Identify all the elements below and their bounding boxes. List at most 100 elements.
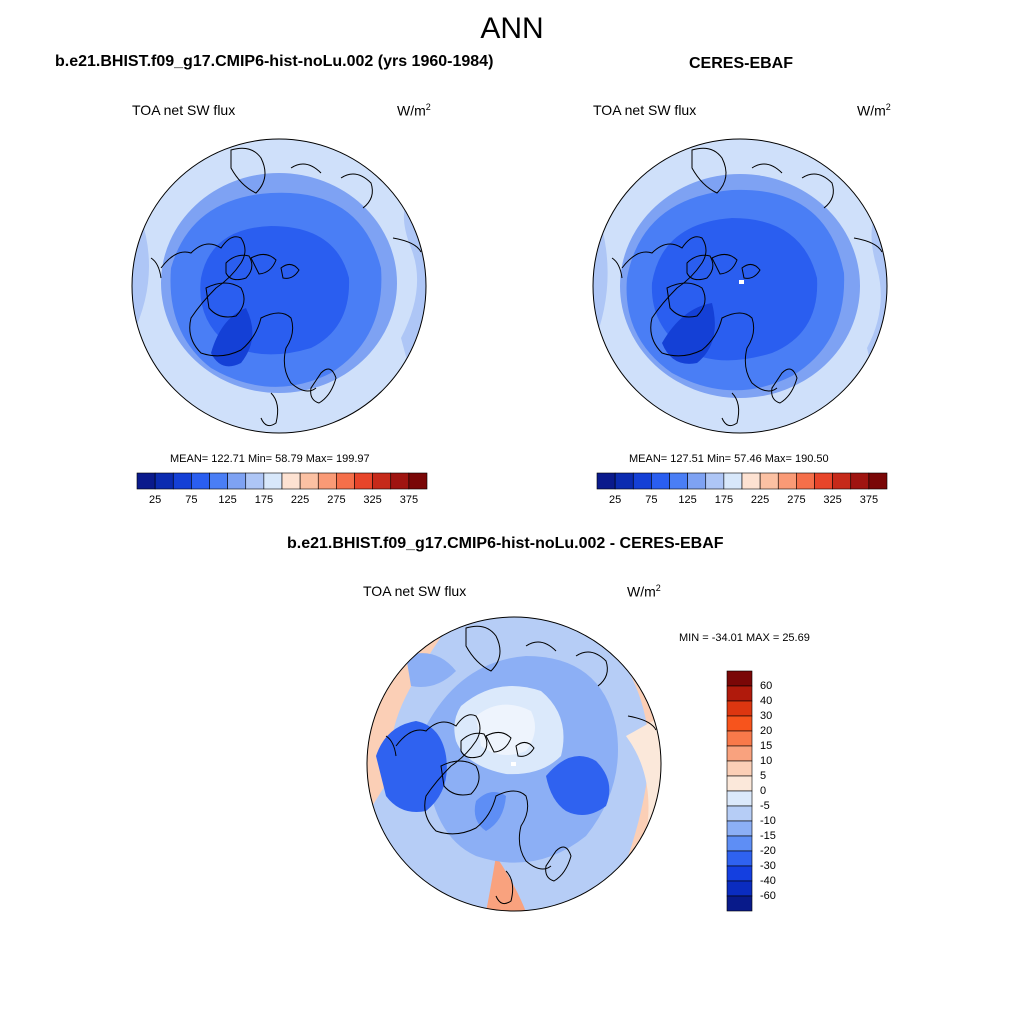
diff-tick: -60 <box>760 890 776 902</box>
colorbar-swatch <box>299 472 319 490</box>
colorbar-swatch <box>726 820 753 837</box>
colorbar-swatch <box>868 472 888 490</box>
colorbar-swatch <box>317 472 337 490</box>
colorbar-swatch <box>596 472 616 490</box>
colorbar-swatch <box>191 472 210 490</box>
panel1-colorbar-ticks: 25 75 125 175 225 275 325 375 <box>137 494 427 508</box>
colorbar-swatch <box>172 472 192 490</box>
panel1-units-label: W/m2 <box>397 102 431 119</box>
colorbar-swatch <box>726 715 753 732</box>
panel2-tick: 25 <box>608 494 622 506</box>
colorbar-swatch <box>726 775 753 792</box>
diff-tick: 60 <box>760 680 773 692</box>
colorbar-swatch <box>687 472 707 490</box>
diff-tick: 5 <box>760 770 767 782</box>
panel2-colorbar-ticks: 25 75 125 175 225 275 325 375 <box>597 494 887 508</box>
panel2-units-label: W/m2 <box>857 102 891 119</box>
panel2-polar-map <box>592 138 888 434</box>
diff-tick: -30 <box>760 860 776 872</box>
colorbar-swatch <box>832 472 852 490</box>
colorbar-swatch <box>726 880 753 897</box>
colorbar-swatch <box>726 670 753 687</box>
colorbar-swatch <box>726 865 753 882</box>
colorbar-swatch <box>726 685 753 702</box>
diff-tick: 0 <box>760 785 767 797</box>
diff-tick: -40 <box>760 875 776 887</box>
panel2-tick: 125 <box>678 494 697 506</box>
colorbar-swatch <box>726 835 753 852</box>
diff-units-label: W/m2 <box>627 583 661 600</box>
panel1-stats: MEAN= 122.71 Min= 58.79 Max= 199.97 <box>170 453 370 465</box>
panel1-tick: 275 <box>327 494 346 506</box>
colorbar-swatch <box>408 472 428 490</box>
panel1-tick: 225 <box>290 494 310 506</box>
diff-tick: 40 <box>760 695 773 707</box>
panel1-polar-map <box>131 138 427 434</box>
colorbar-swatch <box>632 472 652 490</box>
diff-variable-label: TOA net SW flux <box>363 583 467 599</box>
colorbar-swatch <box>726 895 753 912</box>
colorbar-swatch <box>726 760 753 777</box>
diff-tick: 30 <box>760 710 773 722</box>
colorbar-swatch <box>726 730 753 747</box>
colorbar-swatch <box>245 472 265 490</box>
diff-polar-map <box>366 616 662 912</box>
colorbar-swatch <box>209 472 228 490</box>
main-title: ANN <box>480 12 544 45</box>
colorbar-swatch <box>726 790 753 807</box>
colorbar-swatch <box>759 472 779 490</box>
panel2-variable-label: TOA net SW flux <box>593 102 697 118</box>
colorbar-swatch <box>614 472 634 490</box>
colorbar-swatch <box>390 472 410 490</box>
colorbar-swatch <box>136 472 156 490</box>
colorbar-swatch <box>354 472 373 490</box>
colorbar-swatch <box>336 472 355 490</box>
colorbar-swatch <box>281 472 301 490</box>
panel2-tick: 225 <box>750 494 770 506</box>
diff-tick: -5 <box>760 800 770 812</box>
panel2-colorbar <box>596 472 888 490</box>
panel1-tick: 75 <box>185 494 198 506</box>
panel2-tick: 325 <box>823 494 842 506</box>
panel2-stats: MEAN= 127.51 Min= 57.46 Max= 190.50 <box>629 453 829 465</box>
panel1-colorbar <box>136 472 428 490</box>
panel2-tick: 275 <box>787 494 806 506</box>
colorbar-swatch <box>723 472 743 490</box>
panel1-tick: 125 <box>218 494 237 506</box>
colorbar-swatch <box>651 472 670 490</box>
diff-tick: 15 <box>760 740 773 752</box>
diff-colorbar-ticks: 60 40 30 20 15 10 5 0 -5 -10 -15 -20 -30… <box>760 671 800 911</box>
diff-colorbar <box>726 670 753 912</box>
diff-tick: -15 <box>760 830 776 842</box>
panel1-tick: 325 <box>363 494 382 506</box>
colorbar-swatch <box>726 745 753 762</box>
colorbar-swatch <box>726 805 753 822</box>
panel1-tick: 175 <box>254 494 274 506</box>
colorbar-swatch <box>263 472 283 490</box>
panel2-tick: 375 <box>859 494 879 506</box>
colorbar-swatch <box>777 472 797 490</box>
panel2-tick: 75 <box>645 494 658 506</box>
colorbar-swatch <box>669 472 688 490</box>
colorbar-swatch <box>705 472 725 490</box>
colorbar-swatch <box>227 472 247 490</box>
diff-tick: 10 <box>760 755 773 767</box>
panel1-variable-label: TOA net SW flux <box>132 102 236 118</box>
diff-tick: 20 <box>760 725 773 737</box>
colorbar-swatch <box>814 472 833 490</box>
colorbar-swatch <box>726 700 753 717</box>
colorbar-swatch <box>372 472 392 490</box>
colorbar-swatch <box>850 472 870 490</box>
diff-case-title: b.e21.BHIST.f09_g17.CMIP6-hist-noLu.002 … <box>287 535 724 552</box>
colorbar-swatch <box>796 472 815 490</box>
colorbar-swatch <box>154 472 174 490</box>
panel1-tick: 25 <box>148 494 162 506</box>
panel2-case-title: CERES-EBAF <box>689 55 794 72</box>
diff-tick: -20 <box>760 845 776 857</box>
diff-tick: -10 <box>760 815 776 827</box>
panel1-case-title: b.e21.BHIST.f09_g17.CMIP6-hist-noLu.002 … <box>55 53 494 70</box>
diff-stats: MIN = -34.01 MAX = 25.69 <box>679 632 810 644</box>
colorbar-swatch <box>741 472 761 490</box>
panel1-tick: 375 <box>399 494 419 506</box>
colorbar-swatch <box>726 850 753 867</box>
